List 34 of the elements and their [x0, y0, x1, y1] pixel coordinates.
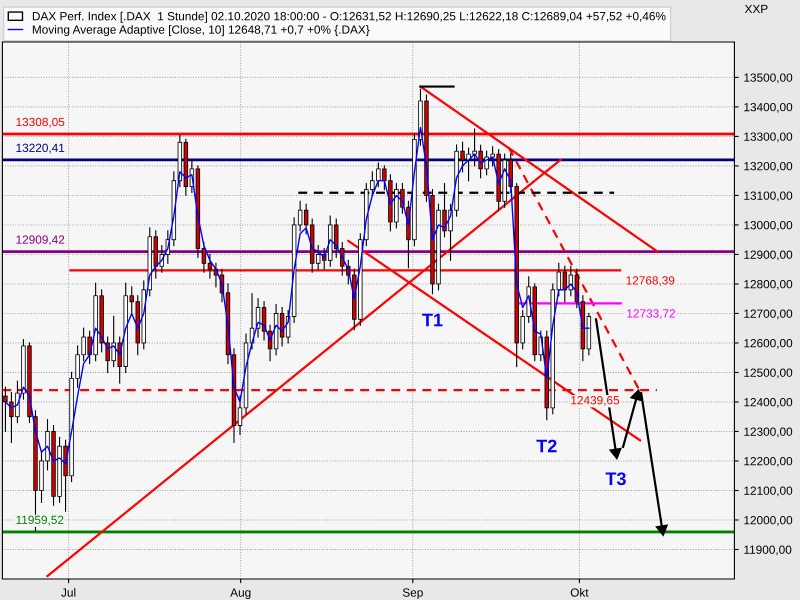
- annotation: 12768,39: [626, 276, 674, 286]
- y-tick-label: 13200,00: [744, 162, 792, 172]
- ref-line-label: 13220,41: [16, 144, 64, 154]
- legend-label: DAX Perf. Index [.DAX 1 Stunde] 02.10.2020 18:00:00 - O:12631,52 H:12690,25 L:12622,18 C:12689,04 +57,52 +0,46%: [32, 12, 666, 23]
- annotation: 12733,72: [627, 309, 676, 320]
- y-tick-label: 12600,00: [744, 338, 792, 349]
- y-axis-title: XXP: [744, 4, 768, 13]
- annotation: 12439,65: [571, 396, 620, 406]
- y-tick-label: 12800,00: [744, 280, 792, 290]
- ref-line-label: 11959,52: [16, 516, 64, 526]
- annotation: T3: [606, 472, 626, 486]
- y-tick-label: 12000,00: [744, 516, 792, 526]
- y-tick-label: 12500,00: [744, 368, 792, 378]
- y-tick-label: 13100,00: [744, 191, 792, 202]
- ref-line-label: 12909,42: [16, 235, 64, 246]
- annotation: T2: [536, 440, 557, 452]
- y-tick-label: 13000,00: [744, 220, 792, 231]
- y-tick-label: 12900,00: [744, 250, 792, 260]
- y-tick-label: 13400,00: [744, 102, 792, 113]
- y-tick-label: 12300,00: [744, 428, 792, 438]
- y-tick-label: 12100,00: [744, 486, 792, 496]
- y-tick-label: 11900,00: [744, 546, 792, 556]
- ref-line-label: 13308,05: [16, 118, 64, 128]
- y-tick-label: 13300,00: [744, 132, 792, 142]
- y-tick-label: 12200,00: [744, 457, 792, 467]
- y-tick-label: 13500,00: [744, 73, 792, 84]
- x-tick-label: Jul: [61, 588, 76, 597]
- x-tick-label: Aug: [230, 588, 250, 600]
- y-tick-label: 12400,00: [744, 398, 792, 408]
- x-tick-label: Okt: [570, 588, 588, 597]
- x-tick-label: Sep: [402, 588, 423, 600]
- legend-label: Moving Average Adaptive [Close, 10] 12648,71 +0,7 +0% {.DAX}: [32, 25, 370, 36]
- annotation: T1: [422, 314, 443, 326]
- y-tick-label: 12700,00: [744, 309, 792, 320]
